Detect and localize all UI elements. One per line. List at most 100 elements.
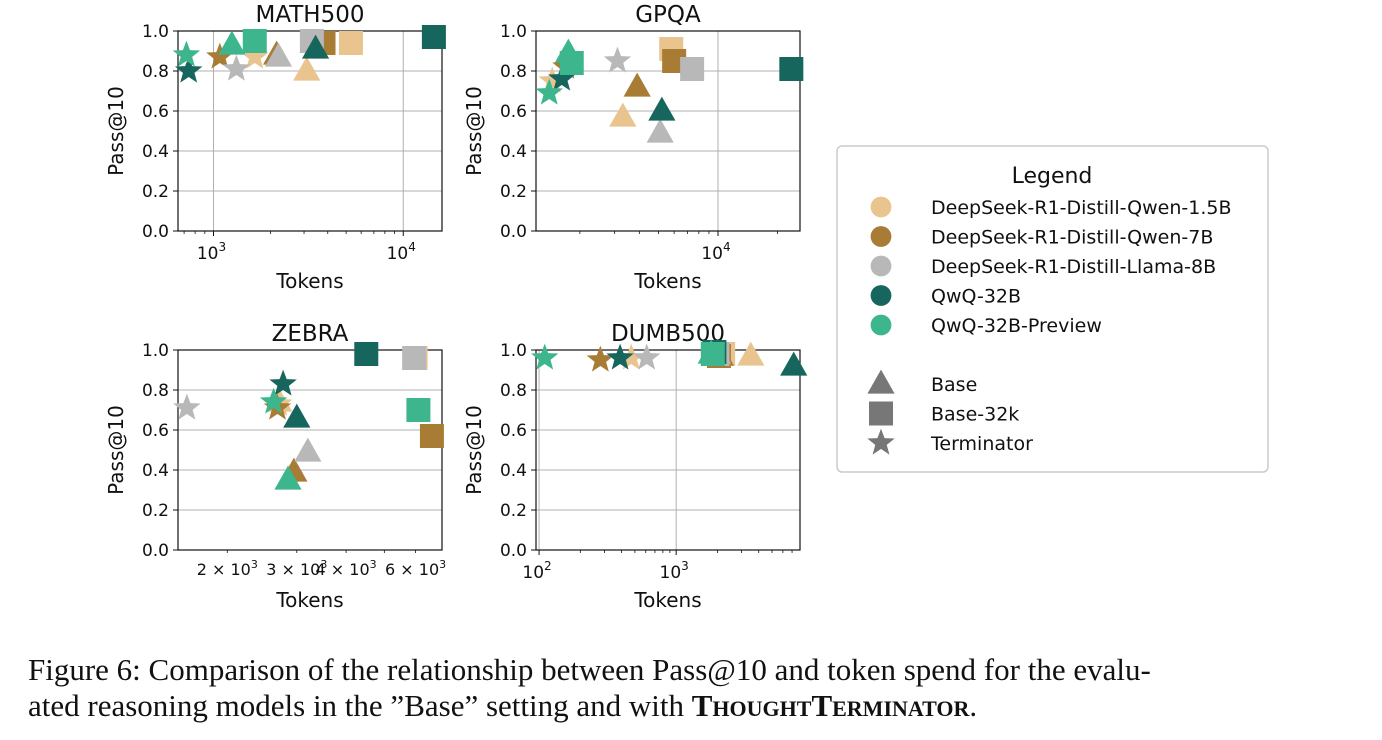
point-qwq32-base: [648, 96, 676, 121]
x-minor-tick-label: 2 × 103: [197, 558, 258, 579]
point-qwen15-terminator: [241, 42, 269, 69]
y-tick-label: 0.0: [142, 222, 169, 242]
point-qwq32p-terminator: [259, 387, 288, 414]
y-tick-label: 0.8: [500, 62, 527, 82]
chart-title: GPQA: [635, 2, 701, 28]
y-tick-label: 1.0: [500, 341, 527, 361]
caption-period: .: [969, 688, 978, 723]
data-points: [535, 37, 804, 143]
y-tick-label: 0.0: [142, 541, 169, 561]
legend-label-base32k: Base-32k: [931, 404, 1019, 426]
point-qwen7-base: [623, 72, 651, 97]
point-qwq32-base32k: [354, 342, 379, 366]
legend-marker-qwen15: [870, 196, 892, 218]
legend-marker-qwq32: [870, 285, 892, 306]
legend-label-terminator: Terminator: [930, 433, 1033, 455]
point-llama8-terminator: [173, 393, 201, 420]
point-qwen15-base32k: [338, 31, 363, 55]
point-qwq32-base32k: [779, 57, 804, 81]
x-tick-label: 103: [660, 559, 689, 583]
point-qwen7-terminator: [206, 42, 234, 69]
y-tick-label: 0.8: [142, 381, 169, 401]
y-tick-label: 0.4: [500, 142, 527, 162]
point-qwq32p-terminator: [172, 40, 201, 67]
point-qwq32-base: [780, 351, 808, 376]
chart-gpqa: 0.0 0.2 0.4 0.6 0.8 1.0 104 GPQA Tokens Pass@10: [462, 2, 804, 293]
y-tick-label: 0.6: [500, 102, 527, 122]
chart-math500: 0.0 0.2 0.4 0.6 0.8 1.0 103 104 MATH500 Tokens Pas…: [104, 2, 446, 293]
x-minor-tick-label: 3 × 103: [266, 558, 327, 579]
x-axis-label: Tokens: [275, 269, 343, 293]
y-tick-label: 1.0: [142, 22, 169, 42]
point-qwq32p-terminator: [531, 343, 559, 370]
y-tick-label: 1.0: [500, 22, 527, 42]
point-qwq32-base32k: [421, 25, 446, 49]
axes-frame: [535, 349, 801, 551]
method-name-part1: Thought: [691, 688, 812, 723]
figure-caption: Figure 6: Comparison of the relationship…: [28, 652, 1358, 724]
point-qwen15-base: [737, 341, 765, 366]
plot-grid: 0.0 0.2 0.4 0.6 0.8 1.0 103 104 MATH500 Tokens Pas…: [104, 2, 808, 612]
point-qwq32-base: [283, 403, 311, 428]
point-qwen7-terminator: [586, 345, 615, 372]
point-qwen15-terminator: [538, 66, 566, 93]
y-tick-label: 0.0: [500, 541, 527, 561]
legend-label-base: Base: [931, 374, 977, 396]
y-tick-label: 0.2: [500, 182, 527, 202]
point-llama8-terminator: [222, 54, 251, 81]
point-llama8-base: [264, 42, 293, 67]
legend-marker-qwen7: [870, 226, 892, 247]
y-tick-label: 0.2: [500, 501, 527, 521]
legend-title: Legend: [1012, 164, 1093, 189]
figure-canvas: 0.0 0.2 0.4 0.6 0.8 1.0 103 104 MATH500 Tokens Pas…: [104, 2, 1269, 612]
point-qwq32p-base32k: [559, 51, 584, 75]
point-qwen7-base32k: [419, 424, 444, 448]
y-tick-label: 0.8: [500, 381, 527, 401]
point-llama8-terminator: [633, 343, 661, 370]
caption-line-2: ated reasoning models in the ”Base” sett…: [28, 688, 1358, 724]
chart-title: ZEBRA: [272, 321, 349, 347]
point-qwq32-terminator: [548, 64, 576, 91]
y-tick-label: 0.2: [142, 501, 169, 521]
y-tick-label: 0.8: [142, 62, 169, 82]
data-points: [173, 342, 444, 490]
legend-label-qwq32p: QwQ-32B-Preview: [931, 315, 1102, 337]
y-tick-label: 0.4: [500, 461, 527, 481]
legend-marker-qwq32p: [870, 314, 892, 336]
y-axis-label: Pass@10: [104, 86, 128, 176]
y-tick-label: 0.4: [142, 461, 169, 481]
y-tick-label: 0.6: [142, 102, 169, 122]
x-axis-label: Tokens: [633, 588, 701, 612]
caption-line-1: Figure 6: Comparison of the relationship…: [28, 652, 1151, 687]
x-minor-tick-label: 4 × 103: [316, 558, 377, 579]
x-axis-label: Tokens: [633, 269, 701, 293]
data-points: [531, 339, 808, 376]
legend-marker-terminator: [867, 428, 895, 455]
method-name-part2: Terminator: [811, 688, 970, 723]
legend-items: DeepSeek-R1-Distill-Qwen-1.5B DeepSeek-R1…: [867, 196, 1232, 455]
point-llama8-base32k: [402, 346, 427, 370]
x-tick-label: 103: [197, 240, 226, 264]
x-tick-label: 104: [701, 240, 730, 264]
data-points: [172, 25, 446, 83]
y-axis-label: Pass@10: [462, 405, 486, 495]
x-minor-tick-label: 6 × 103: [385, 558, 446, 579]
point-qwen15-base: [293, 56, 321, 81]
point-llama8-base: [646, 118, 674, 143]
legend-marker-llama8: [870, 255, 892, 277]
chart-title: MATH500: [255, 2, 364, 28]
point-qwq32p-terminator: [535, 78, 563, 105]
point-qwq32-terminator: [606, 343, 634, 370]
x-tick-label: 102: [522, 559, 551, 583]
point-qwq32-base: [301, 34, 330, 59]
legend: Legend DeepSeek-R1-Distill-Qwen-1.5BDeep…: [836, 145, 1269, 473]
point-llama8-base: [294, 437, 322, 462]
legend-label-qwen7: DeepSeek-R1-Distill-Qwen-7B: [931, 227, 1213, 249]
legend-frame: [836, 145, 1269, 473]
point-qwen15-terminator: [617, 343, 645, 370]
y-tick-label: 1.0: [142, 341, 169, 361]
point-qwq32-terminator: [269, 369, 297, 396]
point-qwq32p-base32k: [700, 342, 725, 366]
